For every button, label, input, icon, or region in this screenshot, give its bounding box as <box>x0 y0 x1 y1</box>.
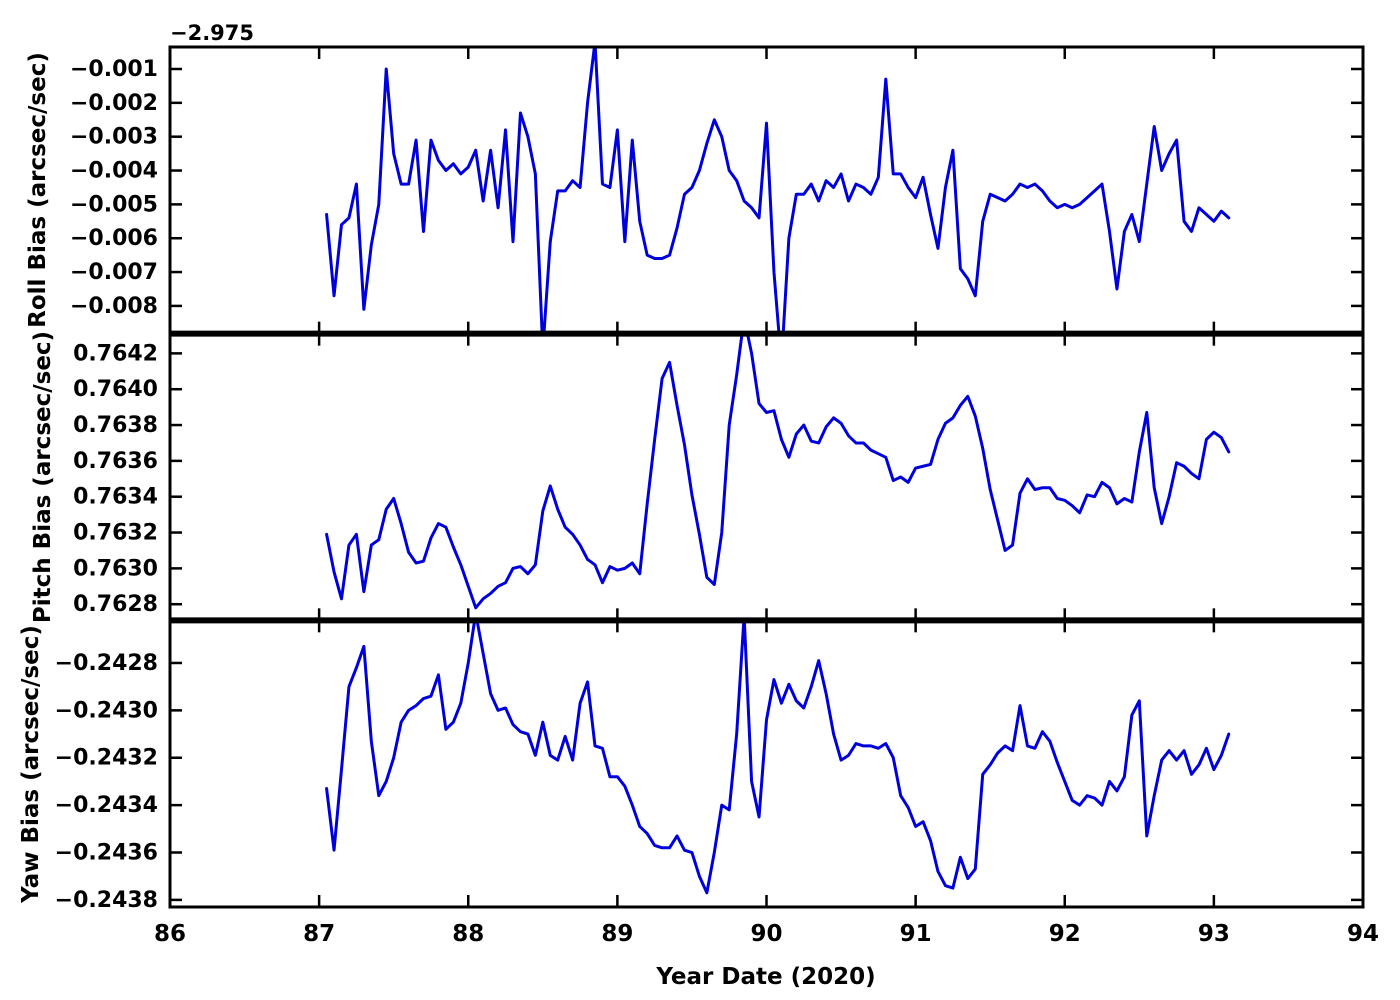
y-tick-label: −0.2428 <box>55 651 158 676</box>
x-tick-label: 88 <box>452 921 484 947</box>
y-tick-label: 0.7628 <box>73 592 158 617</box>
y-axis-label-pitch: Pitch Bias (arcsec/sec) <box>30 331 56 623</box>
x-tick-label: 94 <box>1347 921 1379 947</box>
y-axis-label-roll: Roll Bias (arcsec/sec) <box>25 52 51 328</box>
y-tick-label: 0.7640 <box>73 377 158 402</box>
y-tick-label: −0.001 <box>70 57 158 82</box>
panels-group: −0.001 −0.002 −0.003 −0.004 −0.005 −0.006 −0.0… <box>55 45 1379 947</box>
y-tick-label: −0.2434 <box>55 793 158 818</box>
axis-offset-text: −2.975 <box>170 21 254 45</box>
panel-border <box>168 332 1365 622</box>
y-tick-label: −0.2430 <box>55 698 158 723</box>
x-tick-label: 87 <box>303 921 335 947</box>
y-tick-label: 0.7636 <box>73 449 158 474</box>
x-tick-label: 89 <box>601 921 633 947</box>
y-tick-label: 0.7642 <box>73 341 158 366</box>
y-tick-label: 0.7632 <box>73 521 158 546</box>
panel-pitch: 0.7642 0.7640 0.7638 0.7636 0.7634 0.7632 0.76… <box>73 332 1365 622</box>
y-tick-label: −0.008 <box>70 294 158 319</box>
y-tick-label: −0.003 <box>70 125 158 150</box>
y-axis-label-yaw: Yaw Bias (arcsec/sec) <box>18 625 44 904</box>
y-tick-label: −0.002 <box>70 91 158 116</box>
y-tick-label: −0.007 <box>70 260 158 285</box>
yaw-line <box>325 620 1231 895</box>
y-tick-label: 0.7638 <box>73 413 158 438</box>
y-tick-label: 0.7630 <box>73 556 158 581</box>
x-tick-label: 92 <box>1049 921 1081 947</box>
x-axis-label: Year Date (2020) <box>655 964 875 990</box>
panel-border <box>168 45 1365 336</box>
x-tick-label: 86 <box>154 921 186 947</box>
y-tick-label: −0.006 <box>70 226 158 251</box>
panel-border <box>168 618 1365 909</box>
panel-yaw: −0.2428 −0.2430 −0.2432 −0.2434 −0.2436 −0.24… <box>55 618 1365 913</box>
roll-line <box>325 47 1231 334</box>
y-tick-label: −0.004 <box>70 159 158 184</box>
x-tick-label: 90 <box>750 921 782 947</box>
y-tick-label: 0.7634 <box>73 485 158 510</box>
y-tick-label: −0.2432 <box>55 746 158 771</box>
y-tick-label: −0.005 <box>70 192 158 217</box>
x-tick-label: 93 <box>1198 921 1230 947</box>
pitch-line <box>325 333 1231 610</box>
y-tick-label: −0.2436 <box>55 841 158 866</box>
y-tick-label: −0.2438 <box>55 888 158 913</box>
panel-roll: −0.001 −0.002 −0.003 −0.004 −0.005 −0.006 −0.0… <box>70 45 1365 336</box>
x-tick-label: 91 <box>900 921 932 947</box>
